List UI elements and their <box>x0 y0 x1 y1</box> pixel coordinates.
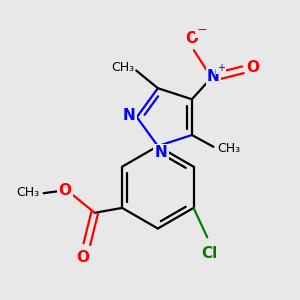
Text: O: O <box>59 183 72 198</box>
Text: O: O <box>246 60 259 75</box>
Text: O: O <box>76 250 89 266</box>
Text: Cl: Cl <box>201 246 217 261</box>
Text: CH₃: CH₃ <box>16 186 40 199</box>
Text: N: N <box>154 146 167 160</box>
Text: +: + <box>217 63 225 73</box>
Text: CH₃: CH₃ <box>218 142 241 155</box>
Text: N: N <box>123 108 135 123</box>
Text: N: N <box>207 69 220 84</box>
Text: O: O <box>185 31 198 46</box>
Text: CH₃: CH₃ <box>111 61 134 74</box>
Text: −: − <box>196 24 207 37</box>
